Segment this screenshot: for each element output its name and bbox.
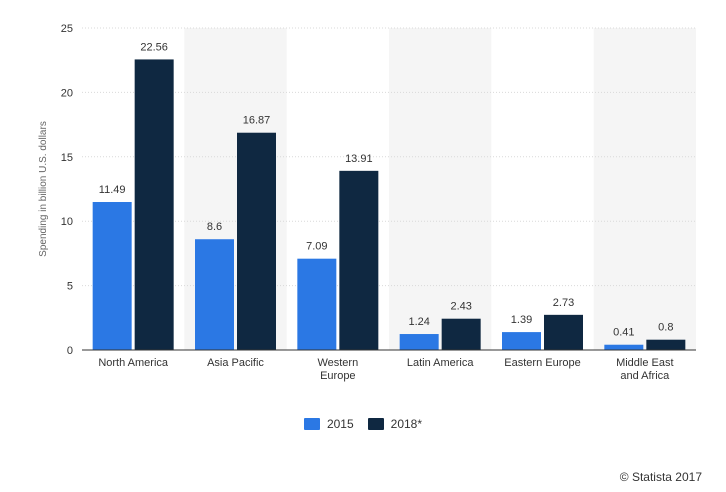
background-band	[593, 28, 696, 350]
x-tick-label: Latin America	[407, 357, 475, 369]
bar-2015-0[interactable]	[92, 202, 132, 350]
y-axis-ticks: 0 5 10 15 20 25	[61, 23, 73, 357]
bar-2015-3[interactable]	[399, 334, 439, 350]
data-label: 22.56	[140, 41, 168, 53]
legend-item-2015[interactable]: 2015	[303, 417, 354, 431]
bar-2018-2[interactable]	[339, 170, 379, 350]
y-tick-label: 15	[61, 152, 73, 164]
legend-label-2018: 2018*	[390, 417, 423, 431]
bar-2015-5[interactable]	[604, 344, 644, 350]
data-labels: 11.49 8.6 7.09 1.24 1.39 0.41 22.56 16.87 13.91 2…	[99, 41, 674, 338]
bar-2018-1[interactable]	[237, 132, 276, 350]
bar-2018-0[interactable]	[134, 59, 174, 351]
legend-swatch-2015	[303, 418, 320, 430]
data-label: 0.8	[658, 322, 673, 334]
x-tick-label: Middle East and Africa	[616, 357, 673, 382]
bar-2015-1[interactable]	[195, 239, 234, 350]
y-tick-label: 5	[67, 281, 73, 293]
y-tick-label: 0	[67, 345, 73, 357]
data-label: 0.41	[613, 327, 634, 339]
legend-swatch-2018	[367, 418, 384, 430]
x-tick-label: Asia Pacific	[207, 357, 264, 369]
bar-2018-3[interactable]	[441, 318, 481, 350]
background-band	[389, 28, 492, 350]
data-label: 2.73	[553, 297, 574, 309]
bar-2015-4[interactable]	[502, 332, 541, 350]
gridlines	[82, 27, 696, 287]
data-label: 1.39	[511, 314, 532, 326]
legend-label-2015: 2015	[326, 417, 354, 431]
data-label: 13.91	[345, 153, 373, 165]
data-label: 11.49	[99, 184, 126, 196]
x-tick-label: Western Europe	[317, 357, 358, 382]
x-tick-label: North America	[98, 357, 169, 369]
category-labels: North America Asia Pacific Western Europe La…	[98, 357, 673, 382]
y-tick-label: 25	[61, 23, 73, 35]
bar-2018-5[interactable]	[646, 339, 686, 350]
x-tick-label: Eastern Europe	[504, 357, 580, 369]
data-label: 16.87	[243, 115, 271, 127]
data-label: 2.43	[450, 301, 471, 313]
bars	[92, 59, 686, 351]
background-bands	[184, 28, 696, 350]
data-label: 8.6	[207, 221, 222, 233]
statista-credit[interactable]: © Statista 2017	[619, 470, 702, 484]
legend: 2015 2018*	[0, 417, 726, 431]
data-label: 1.24	[408, 316, 429, 328]
y-tick-label: 20	[61, 87, 73, 99]
y-axis-title: Spending in billion U.S. dollars	[38, 121, 49, 257]
bar-2018-4[interactable]	[544, 314, 583, 350]
data-label: 7.09	[306, 241, 327, 253]
bar-2015-2[interactable]	[297, 258, 337, 350]
legend-item-2018[interactable]: 2018*	[367, 417, 423, 431]
y-tick-label: 10	[61, 216, 73, 228]
